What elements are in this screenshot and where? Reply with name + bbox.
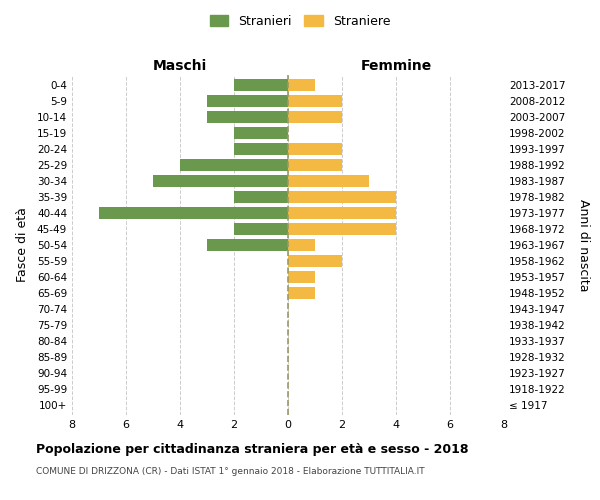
Bar [288,94,342,106]
Text: Maschi: Maschi [153,58,207,72]
Bar [234,191,288,203]
Bar [288,207,396,219]
Bar [207,94,288,106]
Text: Popolazione per cittadinanza straniera per età e sesso - 2018: Popolazione per cittadinanza straniera p… [36,442,469,456]
Y-axis label: Anni di nascita: Anni di nascita [577,198,590,291]
Bar [288,159,342,171]
Bar [288,110,342,122]
Bar [99,207,288,219]
Bar [288,255,342,267]
Bar [207,110,288,122]
Bar [234,78,288,90]
Text: COMUNE DI DRIZZONA (CR) - Dati ISTAT 1° gennaio 2018 - Elaborazione TUTTITALIA.I: COMUNE DI DRIZZONA (CR) - Dati ISTAT 1° … [36,468,425,476]
Text: Femmine: Femmine [361,58,431,72]
Bar [288,143,342,155]
Bar [288,271,315,283]
Bar [234,126,288,138]
Bar [180,159,288,171]
Bar [234,143,288,155]
Y-axis label: Fasce di età: Fasce di età [16,208,29,282]
Bar [234,223,288,235]
Bar [288,191,396,203]
Legend: Stranieri, Straniere: Stranieri, Straniere [206,11,394,32]
Bar [153,175,288,187]
Bar [288,223,396,235]
Bar [288,175,369,187]
Bar [288,287,315,299]
Bar [288,78,315,90]
Bar [288,239,315,251]
Bar [207,239,288,251]
